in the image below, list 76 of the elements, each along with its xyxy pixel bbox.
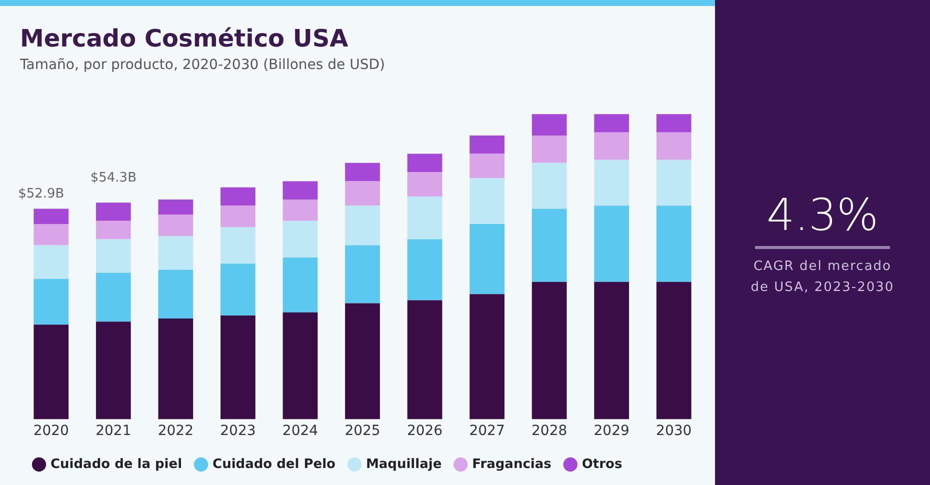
bar bbox=[282, 200, 318, 221]
bar bbox=[345, 206, 380, 246]
side-panel: 4.3% CAGR del mercado de USA, 2023-2030 bbox=[715, 0, 930, 485]
x-tick-label: 2025 bbox=[344, 423, 380, 440]
legend-label: Cuidado del Pelo bbox=[212, 456, 336, 472]
x-tick-label: 2022 bbox=[158, 423, 194, 440]
x-tick-label: 2023 bbox=[220, 423, 256, 440]
bar bbox=[407, 172, 442, 196]
bar bbox=[345, 245, 380, 304]
bar bbox=[220, 226, 256, 264]
bar bbox=[220, 187, 256, 206]
bar bbox=[470, 224, 504, 294]
bar bbox=[656, 282, 692, 420]
bar bbox=[470, 294, 504, 420]
bar bbox=[656, 132, 692, 160]
bar bbox=[158, 214, 194, 236]
bar bbox=[594, 282, 630, 420]
bar bbox=[158, 318, 194, 420]
bar bbox=[282, 220, 318, 258]
bar bbox=[96, 239, 131, 273]
x-tick-label: 2026 bbox=[406, 423, 443, 440]
bar bbox=[532, 282, 567, 420]
bar bbox=[407, 239, 442, 300]
x-tick-label: 2028 bbox=[532, 423, 568, 440]
chart-subtitle: Tamaño, por producto, 2020-2030 (Billones de USD) bbox=[19, 56, 385, 73]
bar bbox=[96, 322, 131, 420]
bar bbox=[656, 160, 692, 206]
bar bbox=[470, 135, 504, 154]
bar bbox=[34, 208, 69, 224]
legend-label: Fragancias bbox=[472, 456, 552, 472]
x-tick-label: 2029 bbox=[594, 423, 630, 440]
bar bbox=[656, 206, 692, 282]
bar bbox=[470, 154, 504, 178]
legend-label: Maquillaje bbox=[366, 456, 442, 472]
bar bbox=[220, 315, 256, 420]
bar bbox=[282, 181, 318, 200]
bar bbox=[345, 303, 380, 420]
bar bbox=[158, 200, 194, 215]
bar bbox=[594, 114, 630, 132]
x-tick-label: 2021 bbox=[96, 423, 132, 440]
bar bbox=[34, 324, 69, 420]
bar bbox=[158, 270, 194, 319]
chart-title: Mercado Cosmético USA bbox=[20, 24, 349, 53]
bar bbox=[594, 132, 630, 160]
bar bbox=[282, 258, 318, 312]
bar bbox=[594, 206, 630, 282]
legend-label: Otros bbox=[582, 456, 622, 472]
legend-label: Cuidado de la piel bbox=[50, 456, 182, 472]
bar bbox=[594, 160, 630, 206]
bar bbox=[656, 114, 692, 132]
bar bbox=[282, 312, 318, 420]
bar bbox=[345, 181, 380, 206]
bar bbox=[220, 264, 256, 316]
bar bbox=[532, 162, 567, 209]
bar bbox=[96, 272, 131, 322]
bar bbox=[158, 236, 194, 270]
bar bbox=[34, 245, 69, 279]
x-tick-label: 2024 bbox=[282, 423, 318, 440]
x-tick-label: 2027 bbox=[469, 423, 505, 440]
bar bbox=[96, 202, 131, 221]
annotation: $54.3B bbox=[90, 170, 136, 186]
bar bbox=[470, 178, 504, 224]
bar bbox=[532, 208, 567, 282]
bar bbox=[96, 220, 131, 240]
bar bbox=[407, 300, 442, 420]
bar bbox=[220, 206, 256, 227]
bar bbox=[345, 162, 380, 182]
bar bbox=[407, 196, 442, 240]
x-tick-label: 2030 bbox=[656, 423, 692, 440]
bar bbox=[532, 135, 567, 163]
bar bbox=[532, 114, 567, 136]
bar bbox=[34, 224, 69, 246]
annotation: $52.9B bbox=[18, 186, 64, 202]
bar bbox=[407, 154, 442, 172]
bar bbox=[34, 278, 69, 325]
x-tick-label: 2020 bbox=[33, 423, 69, 440]
